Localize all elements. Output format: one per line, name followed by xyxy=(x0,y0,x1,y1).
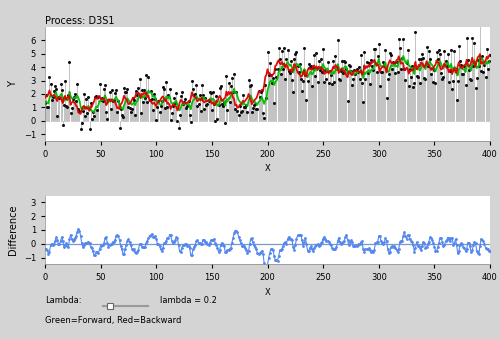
Text: Green=Forward, Red=Backward: Green=Forward, Red=Backward xyxy=(45,316,182,325)
Text: Process: D3S1: Process: D3S1 xyxy=(45,16,114,26)
Y-axis label: Difference: Difference xyxy=(8,205,18,255)
X-axis label: X: X xyxy=(264,164,270,173)
Text: lambda = 0.2: lambda = 0.2 xyxy=(160,296,217,305)
Y-axis label: Y: Y xyxy=(8,81,18,87)
X-axis label: X: X xyxy=(264,288,270,297)
Text: Lambda:: Lambda: xyxy=(45,296,82,305)
